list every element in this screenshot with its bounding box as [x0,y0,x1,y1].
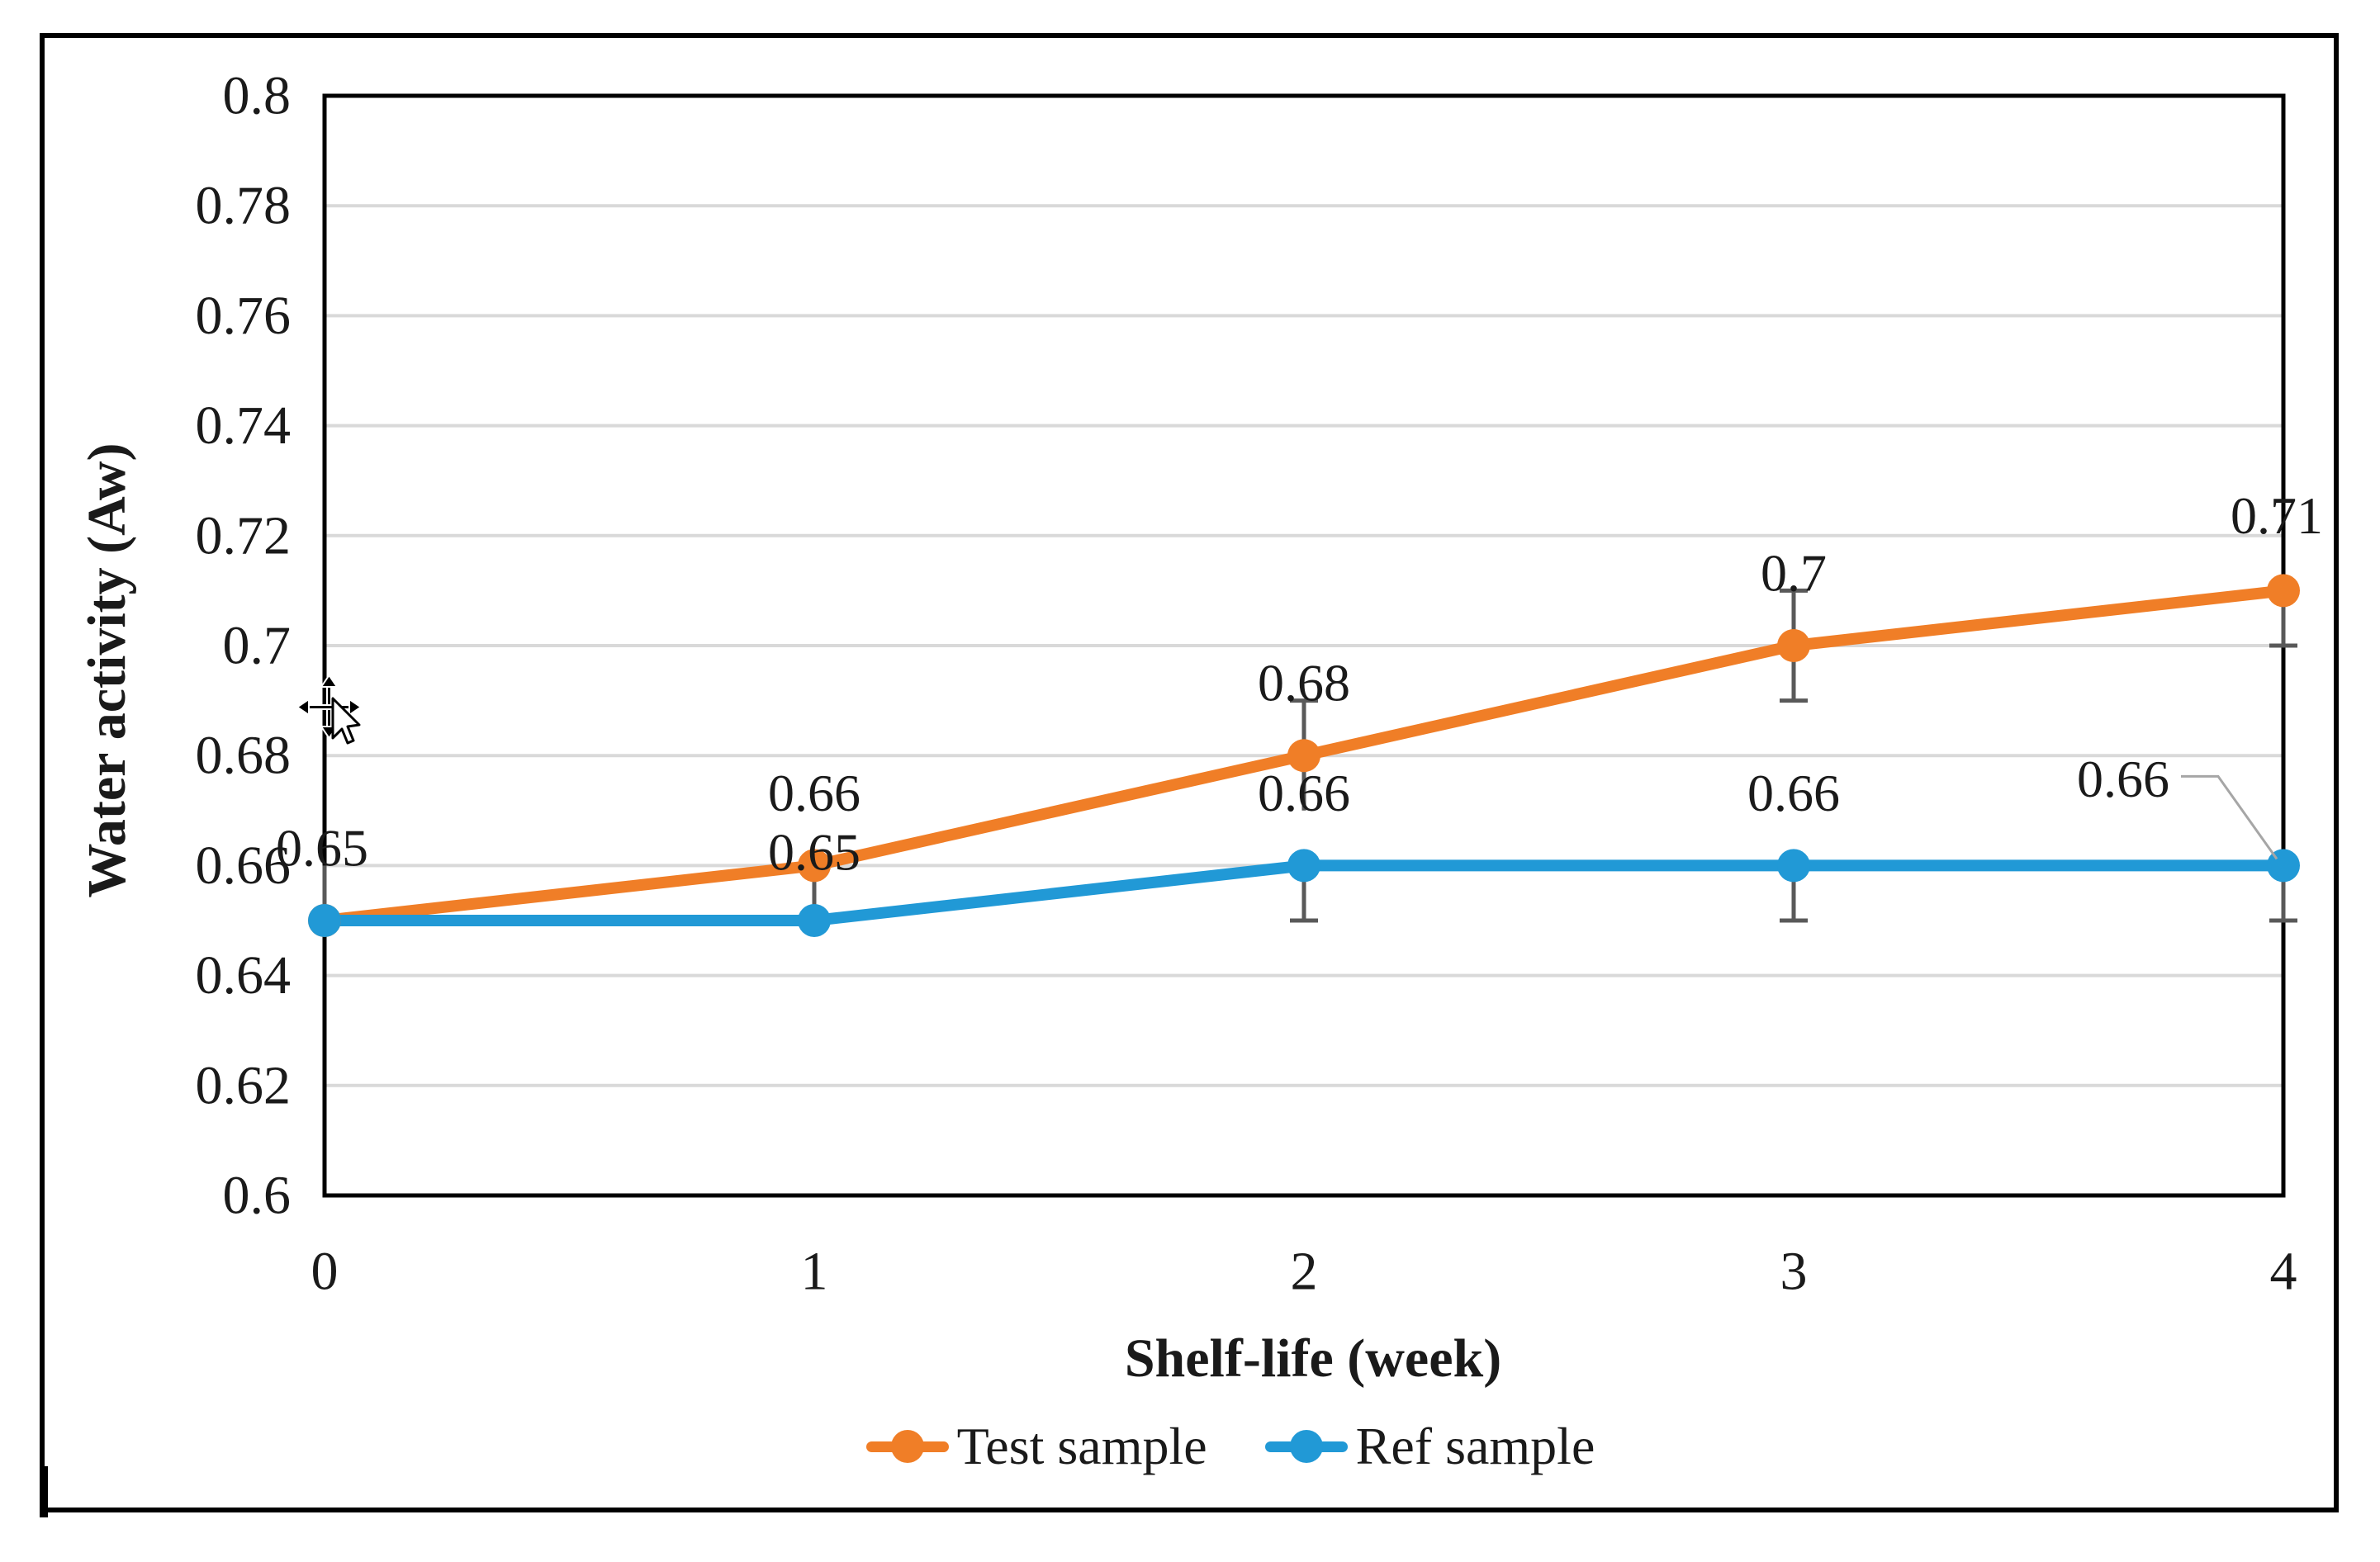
test-sample-point [1777,629,1810,662]
y-tick-label: 0.72 [196,505,292,566]
legend-item-ref-sample: Ref sample [1264,1416,1595,1477]
legend: Test sample Ref sample [785,1413,1676,1479]
y-tick-label: 0.74 [196,395,292,456]
x-tick-label: 2 [1291,1242,1318,1302]
y-tick-label: 0.78 [196,176,292,236]
y-tick-label: 0.66 [196,835,292,896]
frame-corner-mark [40,1466,48,1517]
data-label: 0.65 [768,823,860,882]
legend-item-test-sample: Test sample [865,1416,1207,1477]
x-tick-label: 4 [2270,1242,2297,1302]
test-sample-point [2267,574,2300,608]
test-sample-marker-icon [865,1430,949,1463]
ref-sample-point [1777,849,1810,883]
test-sample-point [798,849,831,883]
y-tick-label: 0.7 [223,616,292,676]
ref-sample-point [798,904,831,937]
data-label: 0.66 [2077,750,2169,808]
data-label: 0.66 [1258,764,1350,822]
y-tick-label: 0.8 [223,66,292,126]
ref-sample-marker-icon [1264,1430,1348,1463]
data-label: 0.66 [768,764,860,822]
y-tick-label: 0.64 [196,945,292,1006]
y-tick-label: 0.6 [223,1166,292,1226]
data-label: 0.7 [1761,544,1827,603]
label-leader-line [2181,774,2278,860]
ref-sample-point [1287,849,1320,883]
move-cursor-icon [297,675,363,745]
y-axis-title: Water activity (Aw) [77,443,137,898]
data-label: 0.71 [2231,486,2323,545]
x-tick-label: 1 [801,1242,828,1302]
y-tick-label: 0.76 [196,286,292,346]
test-sample-point [1287,739,1320,773]
x-axis-title: Shelf-life (week) [1124,1328,1502,1389]
data-label: 0.66 [1747,764,1840,822]
ref-sample-point [308,904,341,937]
figure-border [40,33,2339,1512]
legend-label-ref-sample: Ref sample [1355,1417,1595,1475]
legend-label-test-sample: Test sample [956,1417,1207,1475]
x-tick-label: 0 [311,1242,339,1302]
y-tick-label: 0.62 [196,1055,292,1115]
x-tick-label: 3 [1780,1242,1808,1302]
y-tick-label: 0.68 [196,726,292,786]
data-label: 0.68 [1258,654,1350,712]
data-label: 0.65 [276,819,368,878]
